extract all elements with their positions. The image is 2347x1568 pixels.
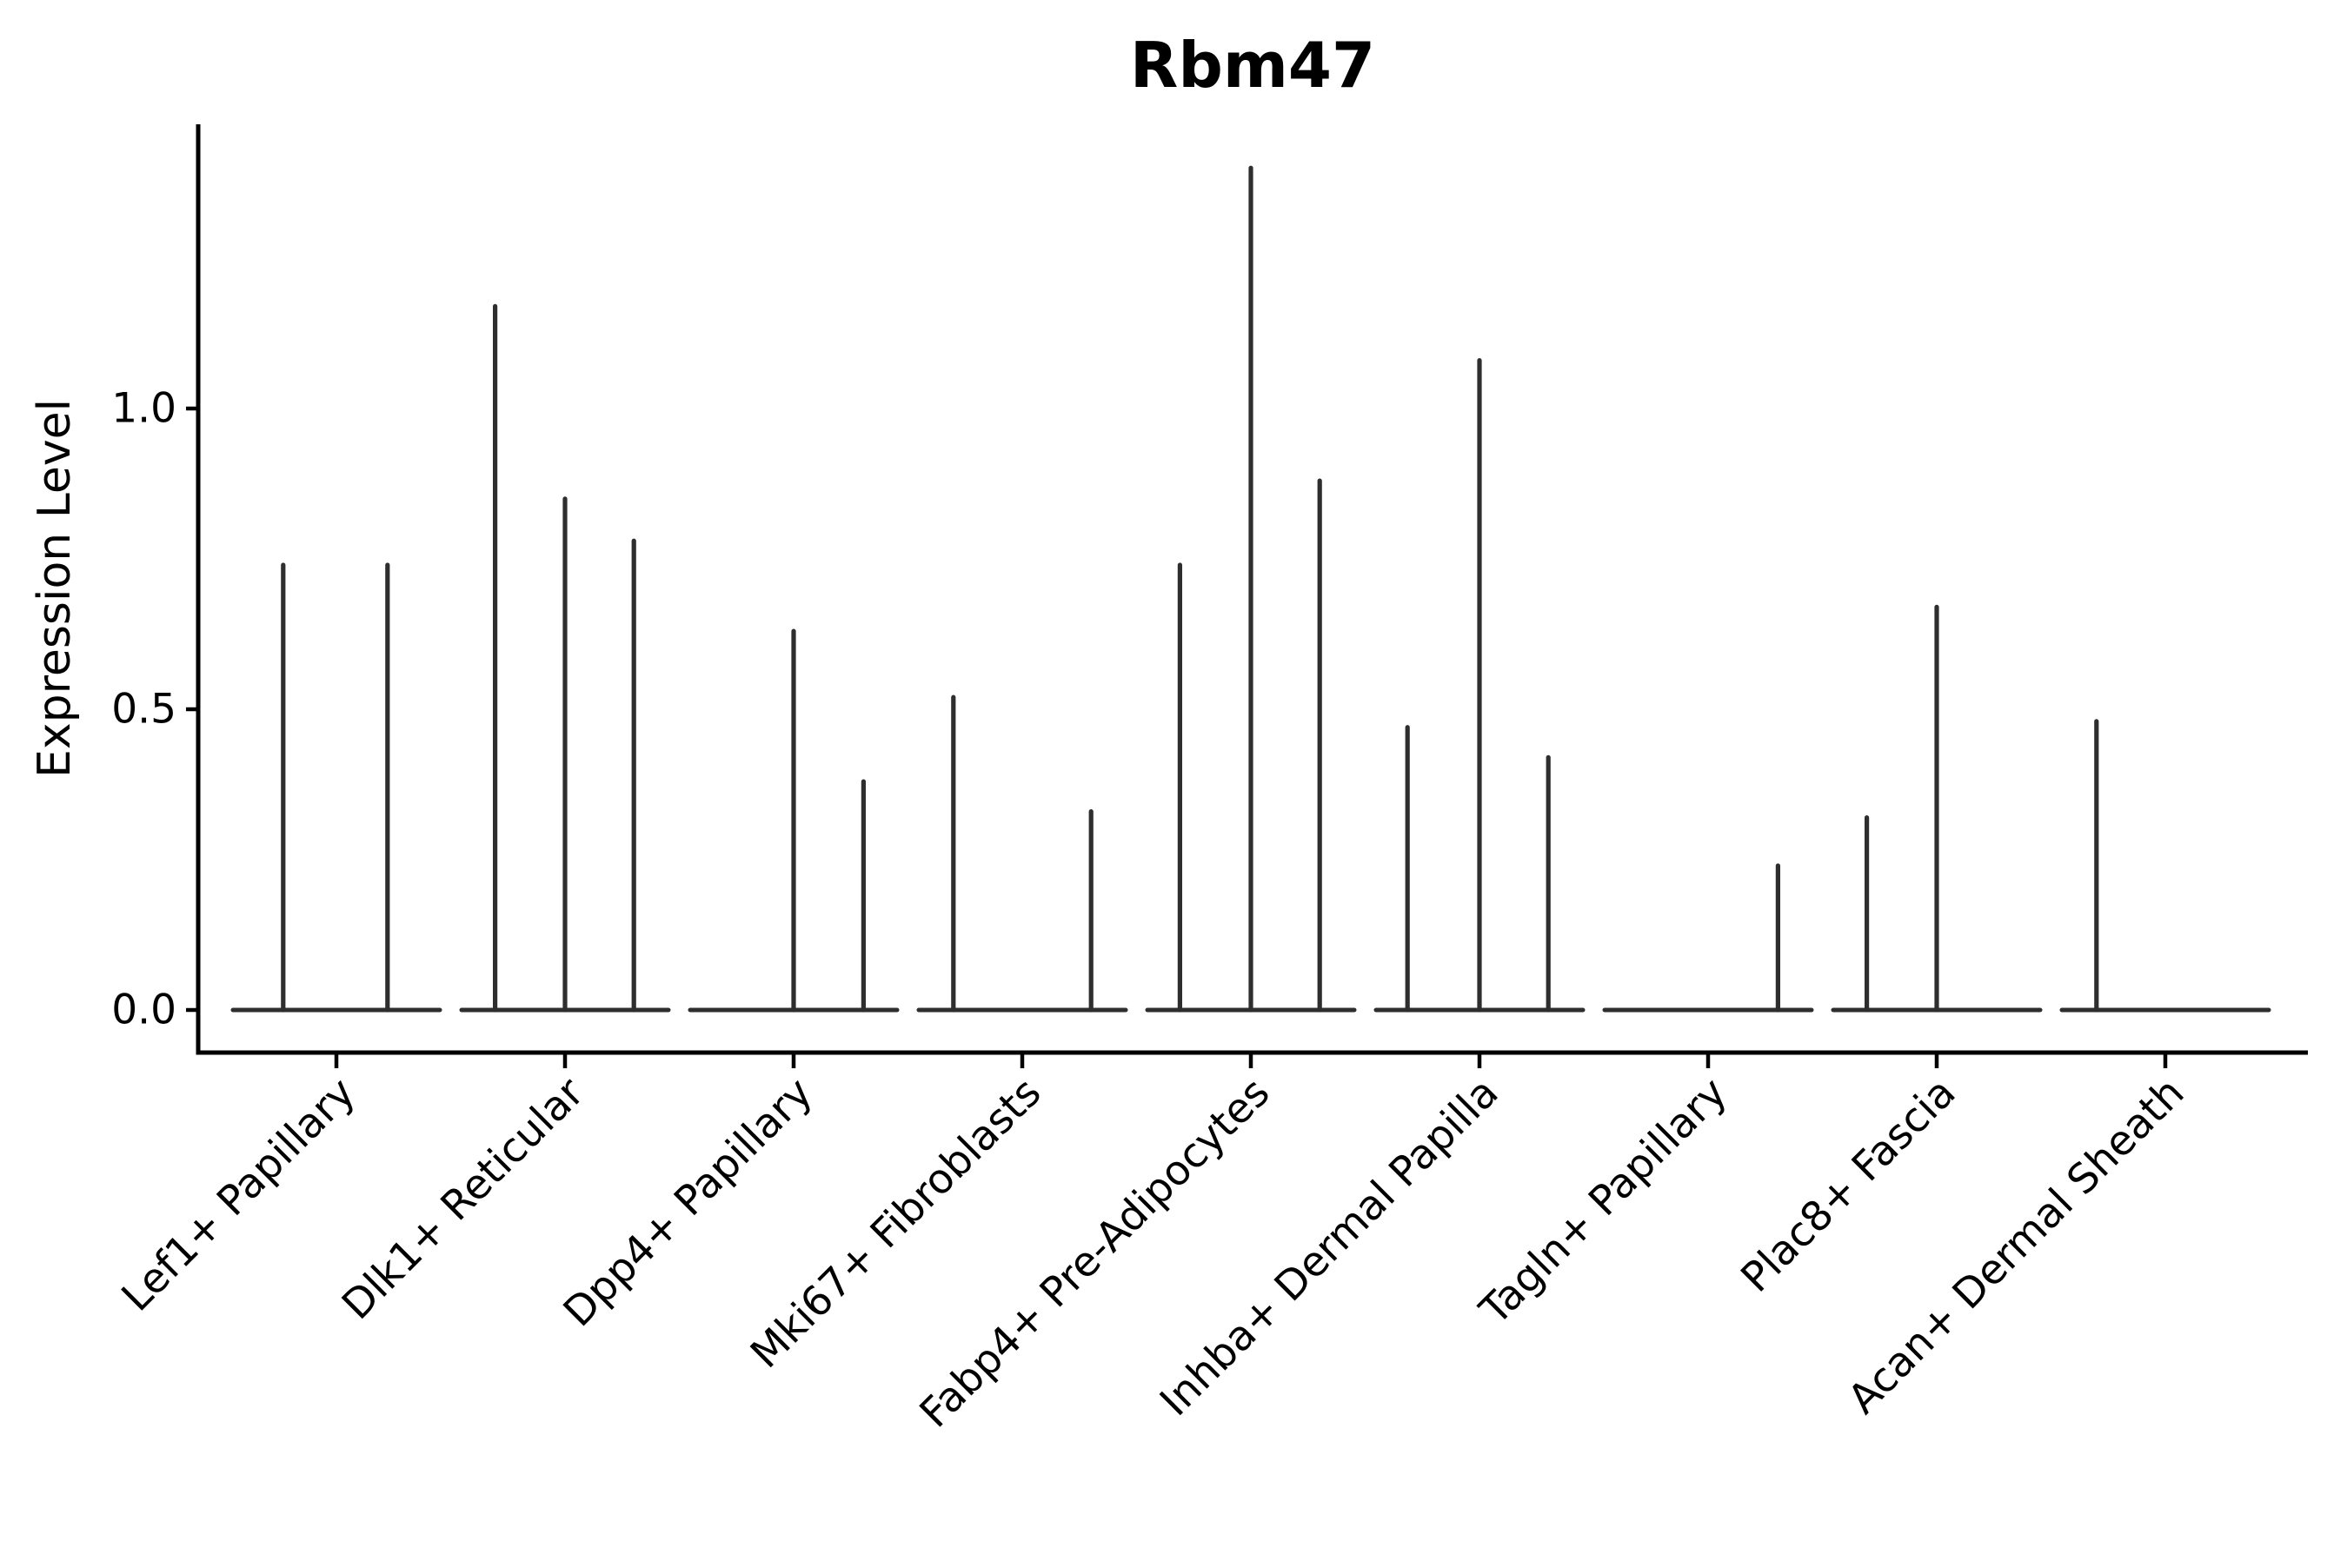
x-tick-label: Plac8+ Fascia <box>1732 1069 1965 1302</box>
y-tick-label: 0.5 <box>111 686 176 734</box>
violin-group <box>1602 863 1814 1013</box>
violin-group <box>1373 358 1586 1013</box>
x-tick-label: Tagln+ Papillary <box>1471 1069 1737 1335</box>
x-tick-label: Dpp4+ Papillary <box>555 1069 822 1337</box>
violin-group <box>1145 165 1357 1013</box>
violin-group <box>2059 719 2271 1013</box>
y-axis-label: Expression Level <box>29 399 81 778</box>
y-tick-label: 1.0 <box>111 385 176 433</box>
y-axis-ticks: 0.0 0.5 1.0 <box>111 385 198 1034</box>
y-tick-label: 0.0 <box>111 987 176 1034</box>
violin-group <box>230 562 442 1013</box>
violin-group <box>688 628 900 1013</box>
x-tick-label: Dlk1+ Reticular <box>333 1068 594 1329</box>
violin-group <box>459 303 671 1013</box>
plot-title: Rbm47 <box>1130 29 1375 102</box>
x-tick-label: Lef1+ Papillary <box>113 1069 365 1321</box>
violin-group <box>1831 604 2043 1013</box>
violin-group <box>916 694 1128 1013</box>
violins-layer <box>230 165 2271 1013</box>
